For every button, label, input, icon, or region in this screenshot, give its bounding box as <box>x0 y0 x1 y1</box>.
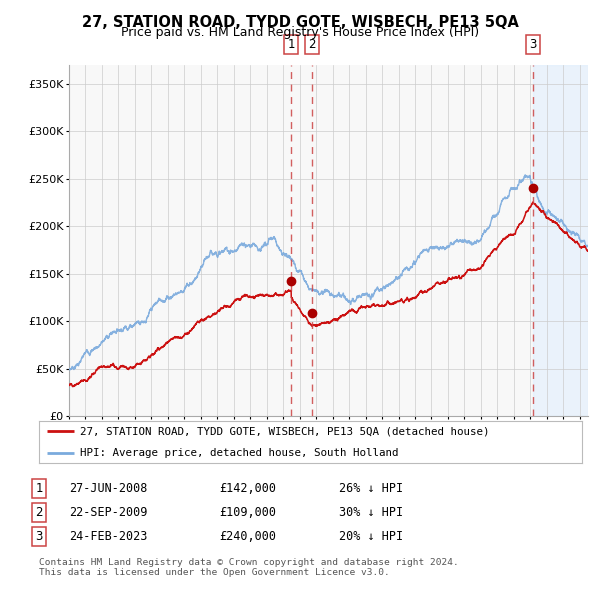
Text: £142,000: £142,000 <box>219 482 276 495</box>
Text: 3: 3 <box>35 530 43 543</box>
Bar <box>533 65 588 416</box>
Text: 30% ↓ HPI: 30% ↓ HPI <box>339 506 403 519</box>
Text: 27, STATION ROAD, TYDD GOTE, WISBECH, PE13 5QA: 27, STATION ROAD, TYDD GOTE, WISBECH, PE… <box>82 15 518 30</box>
Text: £240,000: £240,000 <box>219 530 276 543</box>
Text: 1: 1 <box>35 482 43 495</box>
Text: 20% ↓ HPI: 20% ↓ HPI <box>339 530 403 543</box>
Text: 26% ↓ HPI: 26% ↓ HPI <box>339 482 403 495</box>
Text: £109,000: £109,000 <box>219 506 276 519</box>
Text: 3: 3 <box>529 38 536 51</box>
Bar <box>533 65 588 416</box>
Text: 2: 2 <box>35 506 43 519</box>
Text: 1: 1 <box>287 38 295 51</box>
Text: Contains HM Land Registry data © Crown copyright and database right 2024.
This d: Contains HM Land Registry data © Crown c… <box>39 558 459 577</box>
Text: 27, STATION ROAD, TYDD GOTE, WISBECH, PE13 5QA (detached house): 27, STATION ROAD, TYDD GOTE, WISBECH, PE… <box>80 427 489 436</box>
Text: 27-JUN-2008: 27-JUN-2008 <box>69 482 148 495</box>
Text: 24-FEB-2023: 24-FEB-2023 <box>69 530 148 543</box>
Text: 22-SEP-2009: 22-SEP-2009 <box>69 506 148 519</box>
Text: HPI: Average price, detached house, South Holland: HPI: Average price, detached house, Sout… <box>80 448 398 457</box>
Text: Price paid vs. HM Land Registry's House Price Index (HPI): Price paid vs. HM Land Registry's House … <box>121 26 479 39</box>
Text: 2: 2 <box>308 38 316 51</box>
